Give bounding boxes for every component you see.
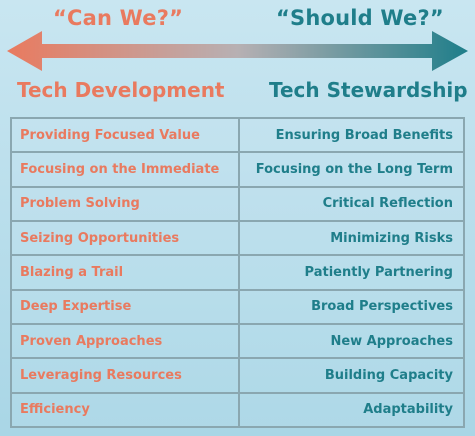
table-row: Efficiency Adaptability <box>12 393 463 426</box>
stewardship-cell: Building Capacity <box>324 367 453 383</box>
comparison-table: Providing Focused Value Ensuring Broad B… <box>10 117 465 428</box>
right-question: “Should We?” <box>276 6 444 30</box>
development-cell: Deep Expertise <box>12 290 240 323</box>
stewardship-cell: Ensuring Broad Benefits <box>275 127 453 143</box>
table-row: Seizing Opportunities Minimizing Risks <box>12 221 463 257</box>
table-row: Leveraging Resources Building Capacity <box>12 359 463 394</box>
table-row: Deep Expertise Broad Perspectives <box>12 290 463 325</box>
table-row: Providing Focused Value Ensuring Broad B… <box>12 119 463 154</box>
stewardship-cell: Patiently Partnering <box>304 264 453 280</box>
development-cell: Blazing a Trail <box>12 256 240 289</box>
stewardship-cell: Critical Reflection <box>322 196 453 212</box>
stewardship-cell: Broad Perspectives <box>311 299 453 315</box>
development-cell: Focusing on the Immediate <box>12 153 240 186</box>
stewardship-cell: Minimizing Risks <box>330 230 453 246</box>
development-cell: Seizing Opportunities <box>12 221 240 255</box>
tech-stewardship-heading: Tech Stewardship <box>269 78 468 102</box>
tech-development-heading: Tech Development <box>17 78 225 102</box>
stewardship-cell: Adaptability <box>363 402 453 418</box>
table-row: Blazing a Trail Patiently Partnering <box>12 256 463 291</box>
stewardship-cell: New Approaches <box>330 333 453 349</box>
development-cell: Proven Approaches <box>12 324 240 358</box>
double-arrow-icon <box>7 31 468 71</box>
development-cell: Problem Solving <box>12 187 240 220</box>
table-row: Proven Approaches New Approaches <box>12 324 463 360</box>
table-row: Problem Solving Critical Reflection <box>12 187 463 222</box>
left-question: “Can We?” <box>53 6 184 30</box>
development-cell: Providing Focused Value <box>12 119 240 152</box>
development-cell: Leveraging Resources <box>12 359 240 392</box>
table-row: Focusing on the Immediate Focusing on th… <box>12 153 463 188</box>
development-cell: Efficiency <box>12 393 240 426</box>
stewardship-cell: Focusing on the Long Term <box>255 161 453 177</box>
